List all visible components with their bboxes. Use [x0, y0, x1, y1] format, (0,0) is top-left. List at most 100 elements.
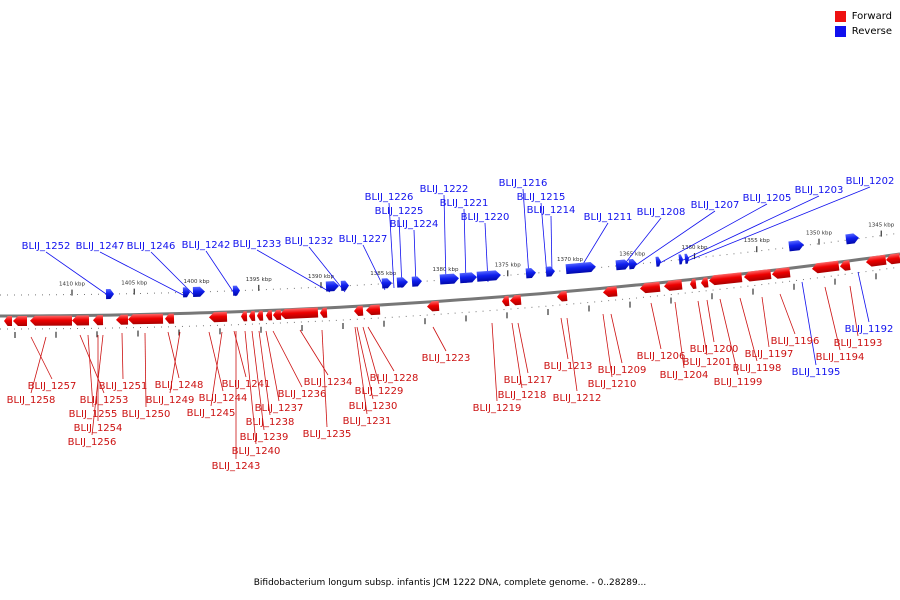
reverse-gene-label[interactable]: BLIJ_1225	[375, 206, 424, 217]
forward-gene-arrow[interactable]	[13, 315, 28, 326]
forward-gene-label[interactable]: BLIJ_1219	[473, 403, 522, 414]
forward-gene-arrow[interactable]	[116, 314, 129, 325]
forward-gene-label[interactable]: BLIJ_1253	[80, 395, 129, 406]
reverse-gene-label[interactable]: BLIJ_1195	[792, 367, 841, 378]
reverse-gene-label[interactable]: BLIJ_1216	[499, 178, 548, 189]
reverse-gene-arrow[interactable]	[545, 266, 556, 277]
forward-gene-arrow[interactable]	[266, 310, 273, 321]
forward-gene-label[interactable]: BLIJ_1209	[598, 365, 647, 376]
reverse-gene-arrow[interactable]	[192, 286, 205, 297]
forward-gene-label[interactable]: BLIJ_1212	[553, 393, 602, 404]
forward-gene-label[interactable]: BLIJ_1193	[834, 338, 883, 349]
forward-gene-label[interactable]: BLIJ_1210	[588, 379, 637, 390]
forward-gene-label[interactable]: BLIJ_1199	[714, 377, 763, 388]
reverse-gene-label[interactable]: BLIJ_1246	[127, 241, 176, 252]
forward-gene-arrow[interactable]	[366, 304, 381, 316]
forward-gene-label[interactable]: BLIJ_1236	[278, 389, 327, 400]
forward-gene-arrow[interactable]	[209, 311, 228, 323]
reverse-gene-label[interactable]: BLIJ_1202	[846, 176, 895, 187]
reverse-gene-arrow[interactable]	[396, 277, 409, 288]
forward-gene-label[interactable]: BLIJ_1243	[212, 461, 261, 472]
reverse-gene-label[interactable]: BLIJ_1214	[527, 205, 576, 216]
reverse-gene-label[interactable]: BLIJ_1221	[440, 198, 489, 209]
forward-gene-arrow[interactable]	[689, 278, 697, 290]
forward-gene-arrow[interactable]	[4, 315, 13, 326]
forward-gene-label[interactable]: BLIJ_1258	[7, 395, 56, 406]
reverse-gene-label[interactable]: BLIJ_1224	[390, 219, 439, 230]
forward-gene-label[interactable]: BLIJ_1223	[422, 353, 471, 364]
forward-gene-arrow[interactable]	[603, 286, 618, 298]
reverse-gene-arrow[interactable]	[655, 256, 662, 267]
forward-gene-arrow[interactable]	[280, 307, 319, 320]
reverse-gene-arrow[interactable]	[845, 233, 859, 245]
reverse-gene-label[interactable]: BLIJ_1207	[691, 200, 740, 211]
forward-gene-arrow[interactable]	[510, 294, 522, 306]
reverse-gene-label[interactable]: BLIJ_1208	[637, 207, 686, 218]
forward-gene-arrow[interactable]	[811, 260, 840, 274]
forward-gene-arrow[interactable]	[743, 269, 772, 282]
forward-gene-label[interactable]: BLIJ_1234	[304, 377, 353, 388]
reverse-gene-arrow[interactable]	[340, 280, 350, 291]
forward-gene-arrow[interactable]	[557, 291, 568, 302]
reverse-gene-arrow[interactable]	[411, 276, 423, 287]
reverse-gene-arrow[interactable]	[788, 240, 804, 252]
forward-gene-label[interactable]: BLIJ_1239	[240, 432, 289, 443]
reverse-gene-label[interactable]: BLIJ_1205	[743, 193, 792, 204]
reverse-gene-arrow[interactable]	[678, 254, 683, 265]
reverse-gene-label[interactable]: BLIJ_1252	[22, 241, 71, 252]
forward-gene-label[interactable]: BLIJ_1197	[745, 349, 794, 360]
reverse-gene-label[interactable]: BLIJ_1247	[76, 241, 125, 252]
forward-gene-label[interactable]: BLIJ_1235	[303, 429, 352, 440]
forward-gene-arrow[interactable]	[320, 307, 328, 318]
forward-gene-arrow[interactable]	[72, 315, 90, 326]
forward-gene-arrow[interactable]	[30, 315, 73, 326]
reverse-gene-arrow[interactable]	[459, 272, 478, 284]
reverse-gene-arrow[interactable]	[381, 278, 393, 289]
forward-gene-arrow[interactable]	[354, 305, 364, 316]
reverse-gene-arrow[interactable]	[684, 253, 689, 264]
forward-gene-label[interactable]: BLIJ_1228	[370, 373, 419, 384]
forward-gene-arrow[interactable]	[640, 281, 661, 294]
forward-gene-arrow[interactable]	[663, 279, 683, 292]
forward-gene-label[interactable]: BLIJ_1194	[816, 352, 865, 363]
forward-gene-arrow[interactable]	[700, 277, 709, 288]
reverse-gene-label[interactable]: BLIJ_1242	[182, 240, 231, 251]
reverse-gene-label[interactable]: BLIJ_1222	[420, 184, 469, 195]
reverse-gene-label[interactable]: BLIJ_1232	[285, 236, 334, 247]
forward-gene-label[interactable]: BLIJ_1257	[28, 381, 77, 392]
forward-gene-label[interactable]: BLIJ_1237	[255, 403, 304, 414]
forward-gene-arrow[interactable]	[241, 311, 248, 322]
forward-gene-label[interactable]: BLIJ_1241	[222, 379, 271, 390]
reverse-gene-arrow[interactable]	[182, 287, 190, 298]
forward-gene-label[interactable]: BLIJ_1229	[355, 386, 404, 397]
forward-gene-arrow[interactable]	[128, 313, 164, 325]
forward-gene-label[interactable]: BLIJ_1217	[504, 375, 553, 386]
forward-gene-label[interactable]: BLIJ_1256	[68, 437, 117, 448]
reverse-gene-arrow[interactable]	[232, 285, 240, 296]
reverse-gene-arrow[interactable]	[105, 289, 114, 300]
forward-gene-label[interactable]: BLIJ_1250	[122, 409, 171, 420]
forward-gene-label[interactable]: BLIJ_1240	[232, 446, 281, 457]
forward-gene-label[interactable]: BLIJ_1196	[771, 336, 820, 347]
reverse-gene-arrow[interactable]	[525, 268, 537, 279]
reverse-gene-arrow[interactable]	[325, 281, 339, 292]
reverse-gene-arrow[interactable]	[615, 259, 631, 271]
forward-gene-arrow[interactable]	[427, 300, 440, 312]
reverse-gene-label[interactable]: BLIJ_1226	[365, 192, 414, 203]
forward-gene-label[interactable]: BLIJ_1231	[343, 416, 392, 427]
forward-gene-label[interactable]: BLIJ_1254	[74, 423, 123, 434]
reverse-gene-arrow[interactable]	[476, 270, 502, 282]
forward-gene-label[interactable]: BLIJ_1249	[146, 395, 195, 406]
reverse-gene-label[interactable]: BLIJ_1220	[461, 212, 510, 223]
forward-gene-arrow[interactable]	[502, 295, 510, 307]
forward-gene-arrow[interactable]	[273, 309, 282, 320]
reverse-gene-arrow[interactable]	[439, 273, 460, 285]
forward-gene-label[interactable]: BLIJ_1206	[637, 351, 686, 362]
reverse-gene-label[interactable]: BLIJ_1203	[795, 185, 844, 196]
forward-gene-label[interactable]: BLIJ_1248	[155, 380, 204, 391]
forward-gene-label[interactable]: BLIJ_1244	[199, 393, 248, 404]
forward-gene-label[interactable]: BLIJ_1201	[683, 357, 732, 368]
forward-gene-arrow[interactable]	[165, 313, 175, 324]
reverse-gene-label[interactable]: BLIJ_1192	[845, 324, 894, 335]
forward-gene-label[interactable]: BLIJ_1255	[69, 409, 118, 420]
